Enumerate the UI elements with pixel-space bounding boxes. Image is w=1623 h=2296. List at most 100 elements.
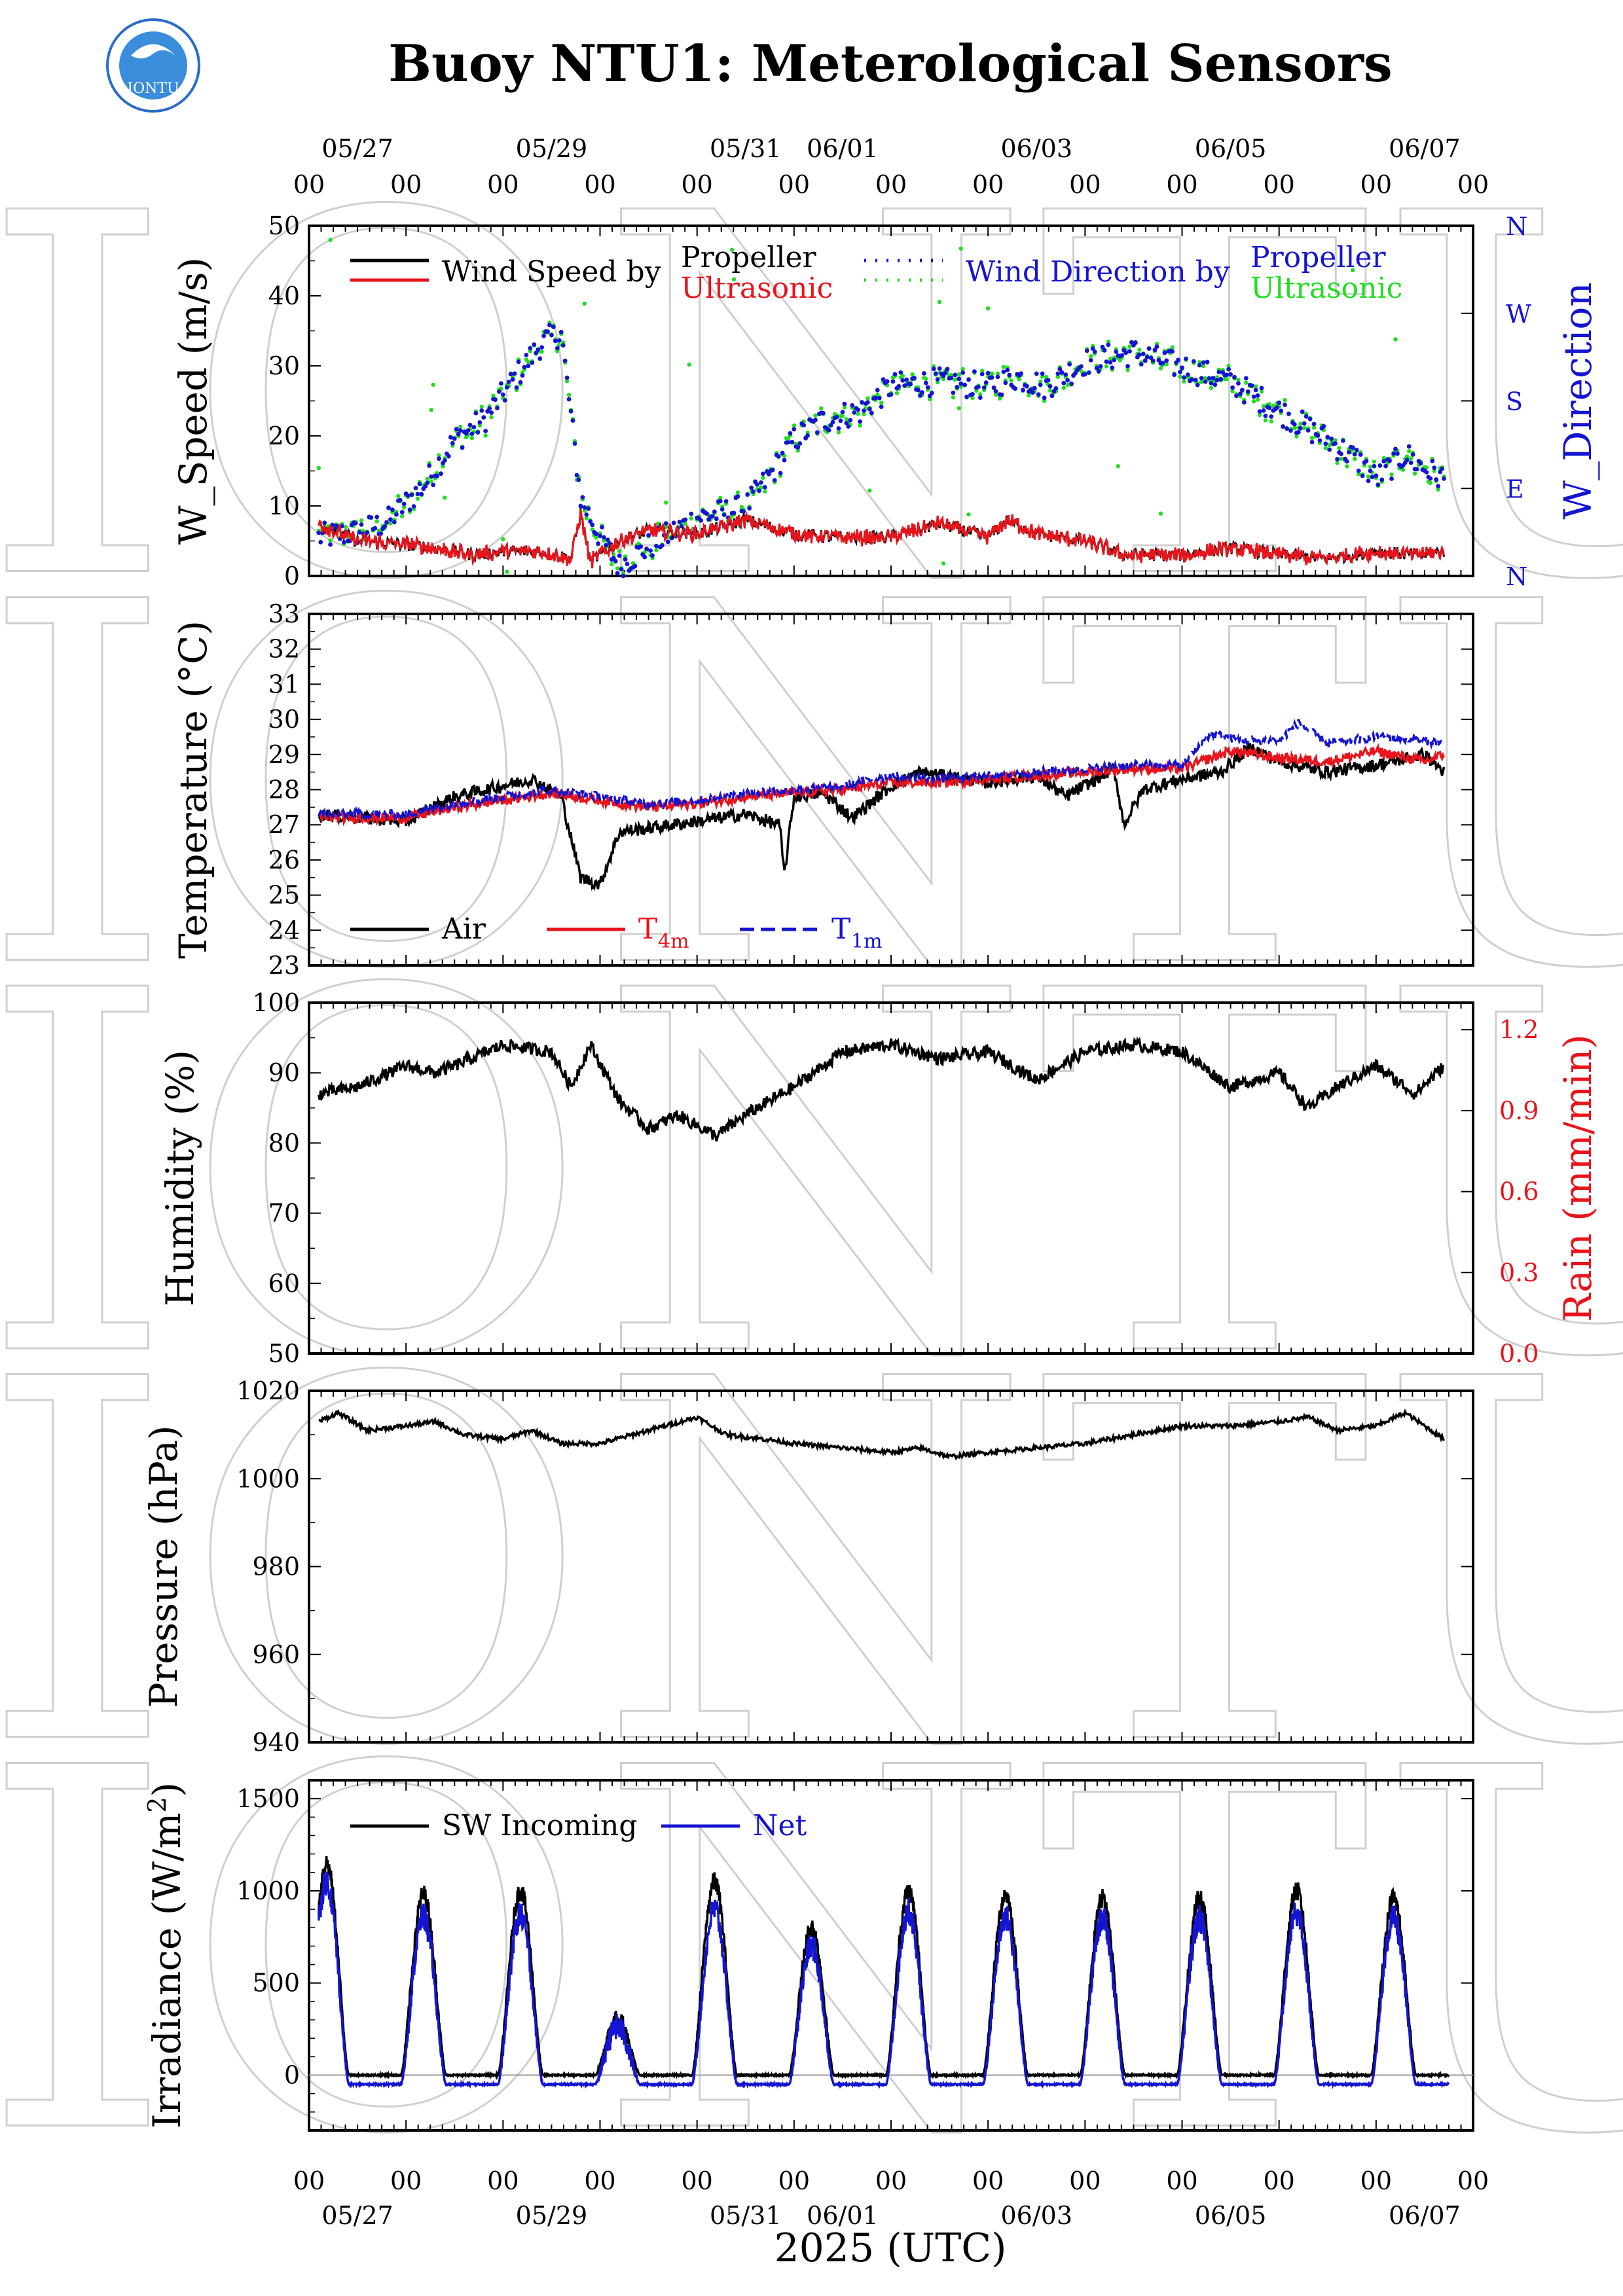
direction-point xyxy=(747,506,752,511)
direction-point xyxy=(1345,464,1349,469)
direction-point xyxy=(489,410,494,415)
direction-outlier-point xyxy=(1351,268,1355,273)
direction-point xyxy=(1352,452,1357,457)
direction-tick-label: E xyxy=(1506,475,1524,503)
direction-point xyxy=(419,492,424,497)
direction-point xyxy=(1082,372,1087,377)
direction-point xyxy=(413,486,418,491)
direction-point xyxy=(541,333,546,338)
top-date-label: 05/31 xyxy=(710,134,782,163)
direction-point xyxy=(469,436,475,440)
direction-point xyxy=(539,350,544,354)
direction-point xyxy=(642,554,647,560)
pressure-tick-label: 1020 xyxy=(236,1376,300,1405)
direction-point xyxy=(943,370,948,376)
direction-point xyxy=(1269,414,1274,419)
direction-point xyxy=(654,543,659,548)
direction-point xyxy=(1255,393,1260,398)
direction-point xyxy=(1139,362,1144,367)
direction-point xyxy=(866,400,870,405)
direction-point xyxy=(415,496,420,501)
direction-point xyxy=(1178,374,1182,379)
humidity-tick-label: 90 xyxy=(268,1058,300,1087)
direction-point xyxy=(322,520,327,526)
direction-point xyxy=(848,418,853,423)
direction-point xyxy=(836,426,841,431)
direction-point xyxy=(981,385,987,390)
direction-point xyxy=(477,423,482,428)
direction-point xyxy=(1114,349,1119,354)
direction-point xyxy=(1123,350,1128,355)
direction-point xyxy=(1401,467,1406,472)
bottom-hour-label: 00 xyxy=(875,2166,907,2195)
direction-point xyxy=(772,478,777,483)
direction-point xyxy=(504,385,509,390)
direction-point xyxy=(776,454,781,459)
direction-point xyxy=(536,347,541,352)
direction-point xyxy=(539,345,544,350)
direction-point xyxy=(844,417,849,422)
direction-point xyxy=(467,422,473,427)
direction-point xyxy=(836,430,841,435)
direction-point xyxy=(1311,425,1317,430)
direction-point xyxy=(1230,389,1235,393)
direction-point xyxy=(566,393,572,397)
direction-point xyxy=(1232,374,1237,380)
direction-point xyxy=(1152,348,1158,353)
direction-point xyxy=(1281,424,1285,429)
direction-point xyxy=(615,566,620,571)
direction-point xyxy=(925,385,930,390)
direction-point xyxy=(518,380,523,385)
direction-point xyxy=(689,511,694,516)
direction-point xyxy=(1193,378,1198,382)
direction-tick-label: N xyxy=(1506,562,1527,591)
direction-point xyxy=(396,493,401,499)
direction-point xyxy=(656,521,661,526)
direction-point xyxy=(995,371,1000,376)
top-hour-label: 00 xyxy=(584,170,615,199)
direction-outlier-point xyxy=(937,300,942,304)
direction-point xyxy=(411,504,416,509)
direction-outlier-point xyxy=(958,246,963,251)
direction-point xyxy=(788,431,793,436)
irradiance-tick-label: 500 xyxy=(252,1969,300,1998)
direction-point xyxy=(1253,387,1258,393)
temperature-tick-label: 27 xyxy=(268,810,300,839)
direction-point xyxy=(918,393,922,398)
direction-point xyxy=(429,474,434,479)
top-hour-label: 00 xyxy=(1263,170,1294,199)
direction-point xyxy=(795,448,800,453)
direction-point xyxy=(1096,368,1101,374)
watermark-text: IONTU xyxy=(0,1276,1623,1855)
direction-point xyxy=(856,412,860,416)
direction-point xyxy=(1036,392,1041,397)
direction-point xyxy=(594,535,598,540)
direction-point xyxy=(1182,379,1186,384)
direction-point xyxy=(718,499,723,504)
direction-point xyxy=(1228,372,1233,377)
direction-point xyxy=(524,352,529,357)
direction-point xyxy=(401,501,407,507)
direction-point xyxy=(1199,376,1204,381)
temperature-tick-label: 30 xyxy=(268,705,300,734)
direction-point xyxy=(659,543,665,548)
temperature-line-t4m xyxy=(318,743,1446,827)
direction-point xyxy=(392,520,397,525)
direction-point xyxy=(1013,386,1018,391)
temperature-tick-label: 33 xyxy=(268,600,300,628)
direction-propeller-series xyxy=(316,323,1446,579)
direction-point xyxy=(1368,464,1373,469)
direction-point xyxy=(921,371,926,376)
direction-point xyxy=(761,475,765,480)
bottom-hour-label: 00 xyxy=(778,2166,810,2195)
direction-point xyxy=(602,535,606,540)
direction-point xyxy=(508,372,513,377)
direction-point xyxy=(1150,358,1156,363)
direction-point xyxy=(762,484,767,490)
direction-point xyxy=(1104,359,1109,365)
direction-point xyxy=(1251,399,1256,404)
direction-point xyxy=(582,505,587,510)
direction-point xyxy=(479,404,484,409)
top-hour-label: 00 xyxy=(778,170,810,199)
